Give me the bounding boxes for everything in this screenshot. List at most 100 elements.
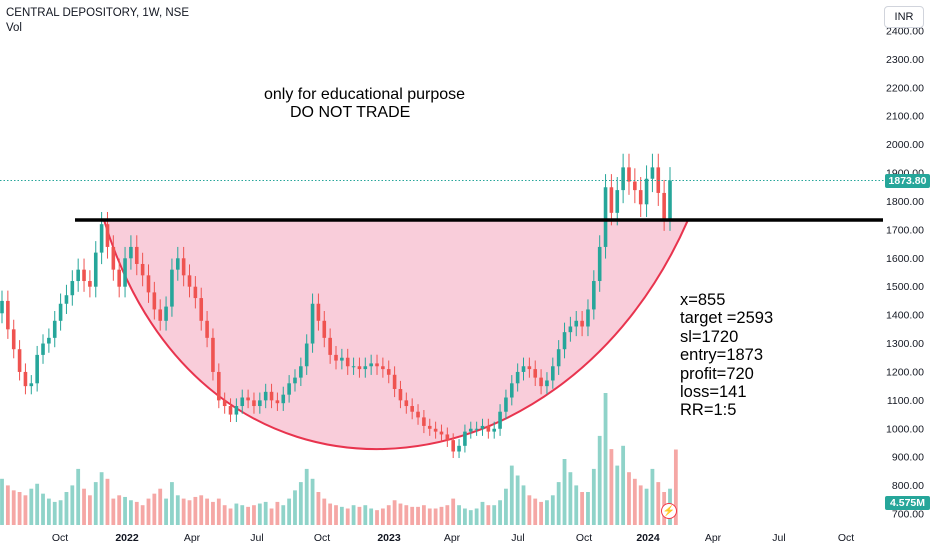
candle-body — [486, 425, 491, 432]
volume-bar — [416, 506, 420, 525]
candle-body — [164, 306, 168, 321]
volume-bar — [246, 506, 251, 525]
price-tick-label: 1800.00 — [886, 196, 924, 208]
candle-body — [551, 366, 555, 381]
volume-bar — [93, 482, 98, 525]
time-tick-label: Oct — [576, 532, 592, 544]
candle-body — [375, 363, 379, 367]
candle-body — [410, 406, 414, 412]
candle-body — [70, 281, 75, 296]
candle-body — [123, 258, 127, 287]
price-tick-label: 1200.00 — [886, 366, 924, 378]
volume-bar — [293, 490, 297, 525]
volume-bar — [386, 505, 391, 525]
volume-bar — [205, 498, 209, 525]
candle-body — [521, 366, 526, 372]
symbol-title: CENTRAL DEPOSITORY, 1W, NSE — [6, 7, 189, 19]
candle-body — [187, 275, 192, 287]
candle-body — [299, 366, 303, 378]
volume-bar — [11, 490, 16, 525]
volume-bar — [615, 465, 620, 525]
currency-button[interactable]: INR — [884, 6, 924, 28]
volume-bar — [650, 468, 655, 525]
volume-bar — [392, 500, 397, 525]
candle-body — [609, 187, 614, 213]
candle-body — [662, 192, 666, 219]
candle-body — [627, 167, 631, 182]
volume-bar — [515, 475, 520, 525]
trade-plan-line: sl=1720 — [680, 327, 739, 346]
volume-bar — [527, 495, 532, 525]
volume-bar — [427, 508, 432, 525]
candle-body — [258, 400, 262, 407]
volume-bar — [46, 498, 51, 525]
candle-body — [252, 400, 256, 407]
price-tick-label: 1100.00 — [887, 395, 924, 407]
candle-body — [158, 309, 163, 321]
volume-bar — [52, 501, 57, 525]
candle-body — [93, 252, 98, 287]
time-tick-label: Apr — [184, 532, 201, 544]
candle-body — [533, 369, 538, 378]
candle-body — [29, 383, 34, 387]
volume-bar — [193, 496, 198, 525]
volume-bar — [76, 468, 81, 525]
volume-bar — [281, 505, 286, 525]
candle-body — [269, 391, 274, 401]
candle-body — [480, 425, 485, 429]
volume-bar — [550, 495, 555, 525]
candle-body — [199, 298, 204, 321]
volume-bar — [445, 505, 450, 525]
volume-bar — [228, 508, 233, 525]
edu-note-line2: DO NOT TRADE — [290, 104, 411, 121]
candle-body — [23, 371, 28, 387]
volume-bar — [486, 505, 491, 525]
cup-pattern-curve — [103, 219, 689, 451]
candle-body — [17, 349, 22, 372]
trade-plan-line: RR=1:5 — [680, 401, 737, 420]
volume-bar — [117, 495, 122, 525]
candle-body — [82, 269, 86, 282]
volume-bar — [603, 393, 608, 525]
candle-body — [597, 246, 602, 282]
volume-bar — [181, 498, 186, 525]
price-tick-label: 800.00 — [892, 480, 924, 492]
candle-body — [193, 286, 198, 299]
volume-bar — [41, 493, 45, 525]
candle-body — [293, 377, 297, 384]
candle-body — [99, 224, 104, 253]
volume-bar — [568, 472, 573, 525]
volume-bar — [87, 495, 92, 525]
volume-bar — [334, 505, 338, 525]
candle-body — [457, 445, 461, 452]
price-tick-label: 900.00 — [892, 452, 924, 464]
candle-body — [638, 190, 643, 205]
candle-body — [562, 332, 567, 350]
volume-bar — [23, 495, 28, 525]
candle-body — [427, 425, 432, 429]
candle-body — [76, 269, 80, 282]
price-tick-label: 1500.00 — [886, 281, 924, 293]
lightning-icon[interactable]: ⚡ — [661, 503, 677, 519]
candle-body — [539, 377, 543, 387]
candle-body — [498, 411, 502, 429]
candle-body — [217, 371, 221, 401]
candle-body — [615, 190, 620, 213]
volume-bar — [351, 505, 356, 525]
candle-body — [386, 369, 391, 375]
volume-bar — [339, 506, 344, 525]
candle-body — [668, 180, 672, 219]
time-tick-label: Jul — [511, 532, 524, 544]
price-tick-label: 2000.00 — [886, 139, 924, 151]
volume-label: Vol — [6, 22, 22, 34]
trade-plan-line: x=855 — [680, 291, 726, 309]
candles — [0, 153, 672, 459]
price-tick-label: 1600.00 — [886, 253, 924, 265]
candle-body — [47, 337, 51, 344]
volume-bar — [170, 482, 174, 525]
volume-bar — [304, 468, 309, 525]
volume-bar — [234, 503, 239, 525]
candle-body — [146, 275, 151, 293]
volume-bar — [322, 498, 327, 525]
